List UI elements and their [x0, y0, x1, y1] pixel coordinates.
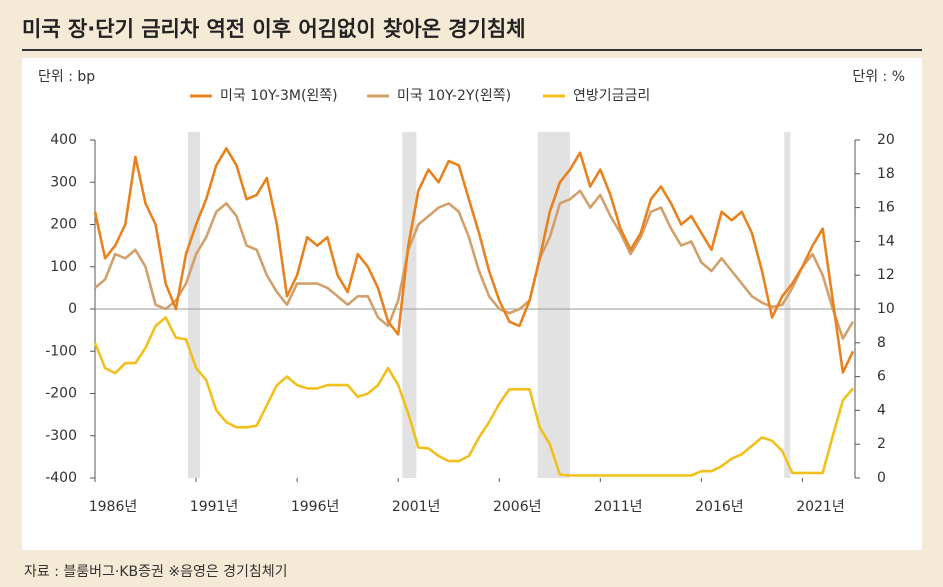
y-tick-label: 300	[50, 174, 77, 190]
recession-layer	[187, 132, 791, 478]
y2-tick-label: 16	[877, 200, 895, 216]
x-tick-label: 2016년	[695, 499, 744, 515]
y2-tick-label: 20	[877, 132, 895, 148]
source: 자료 : 블룸버그·KB증권 ※음영은 경기침체기	[24, 564, 288, 580]
x-tick-label: 1986년	[89, 499, 138, 515]
y2-tick-label: 14	[877, 233, 895, 249]
legend-label: 미국 10Y-3M(왼쪽)	[220, 88, 338, 104]
legend-label: 연방기금금리	[573, 88, 650, 104]
y2-tick-label: 10	[877, 301, 895, 317]
series-line	[93, 316, 854, 477]
y2-tick-label: 0	[877, 470, 886, 486]
y-tick-label: 400	[50, 132, 77, 148]
y2-tick-label: 6	[877, 369, 886, 385]
y2-tick-label: 2	[877, 436, 886, 452]
series-line	[94, 189, 855, 340]
legend-label: 미국 10Y-2Y(왼쪽)	[397, 88, 511, 104]
x-tick-label: 1996년	[291, 499, 340, 515]
x-tick-label: 2001년	[392, 499, 441, 515]
y-tick-label: -200	[45, 386, 77, 402]
y-tick-label: -100	[45, 343, 77, 359]
x-tick-label: 1991년	[190, 499, 239, 515]
recession-band	[402, 132, 417, 478]
y-tick-label: -300	[45, 428, 77, 444]
recession-band	[784, 132, 791, 478]
x-tick-label: 2021년	[796, 499, 845, 515]
y2-tick-label: 12	[877, 267, 895, 283]
y2-unit: 단위 : %	[852, 69, 905, 85]
series-line	[93, 147, 855, 374]
y-tick-label: 100	[50, 259, 77, 275]
y-tick-label: 200	[50, 217, 77, 233]
recession-band	[537, 132, 570, 478]
x-tick-label: 2006년	[493, 499, 542, 515]
y-unit: 단위 : bp	[38, 69, 95, 85]
y-tick-label: -400	[45, 470, 77, 486]
x-tick-label: 2011년	[594, 499, 643, 515]
y2-tick-label: 4	[877, 402, 886, 418]
recession-band	[187, 132, 201, 478]
chart-title: 미국 장·단기 금리차 역전 이후 어김없이 찾아온 경기침체	[22, 17, 526, 41]
y-tick-label: 0	[68, 301, 77, 317]
y2-tick-label: 8	[877, 335, 886, 351]
y2-tick-label: 18	[877, 166, 895, 182]
